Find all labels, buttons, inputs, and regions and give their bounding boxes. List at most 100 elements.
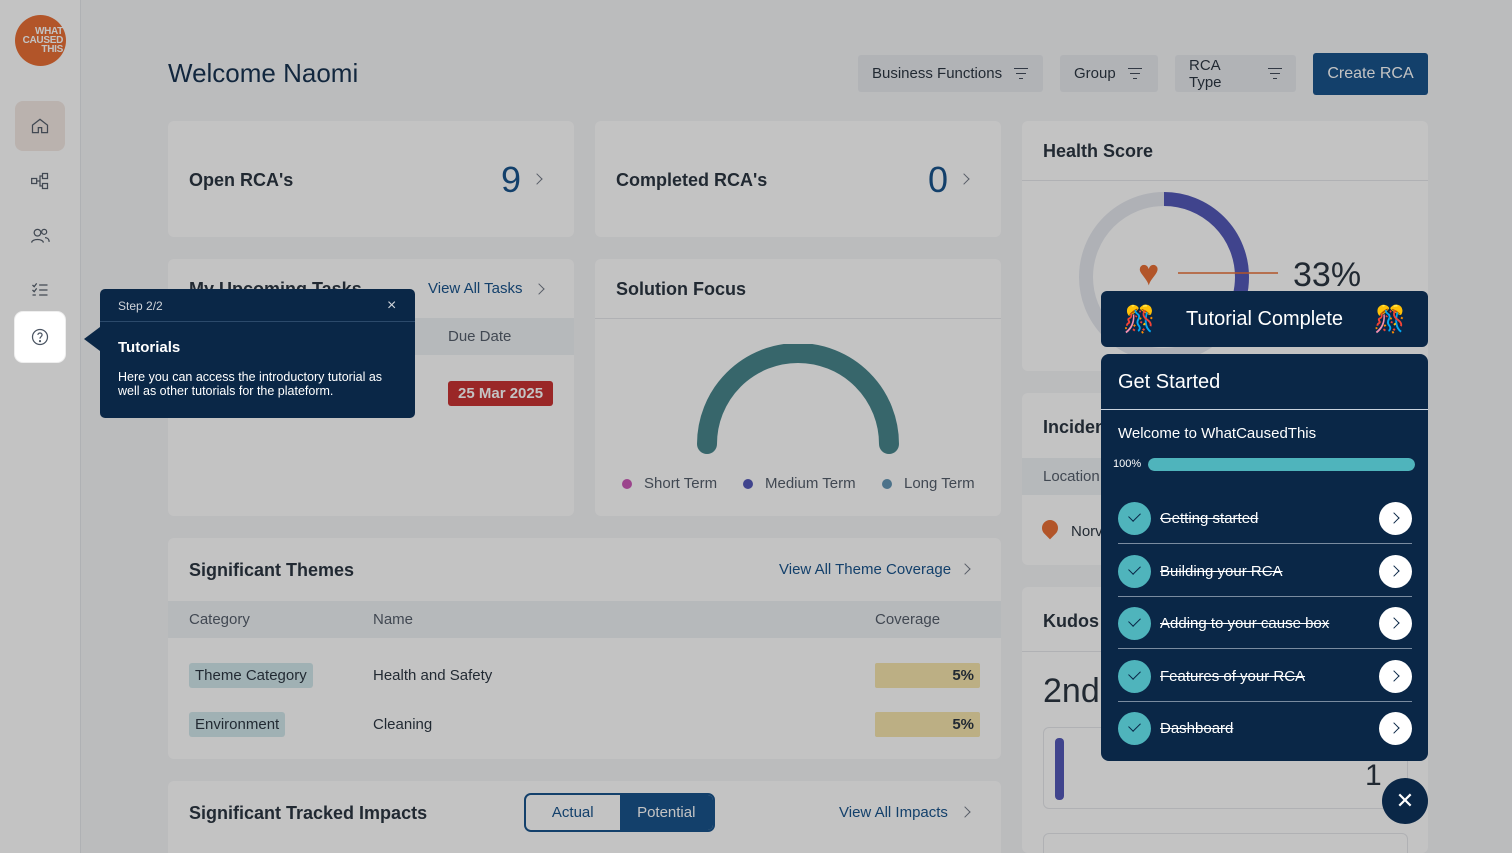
legend-medium-term: Medium Term (743, 475, 856, 492)
progress-bar (1148, 458, 1415, 471)
nav-workflow[interactable] (15, 156, 65, 206)
tooltip-title: Tutorials (118, 339, 181, 356)
create-rca-button[interactable]: Create RCA (1313, 53, 1428, 95)
get-started-panel: Get Started Welcome to WhatCausedThis 10… (1101, 354, 1428, 761)
category-chip: Theme Category (189, 663, 313, 688)
completed-rcas-card[interactable]: Completed RCA's 0 (595, 121, 1001, 237)
coverage-header: Coverage (875, 611, 941, 628)
help-icon (31, 328, 49, 346)
solution-focus-card: Solution Focus Short Term Medium Term Lo… (595, 259, 1001, 516)
themes-table-header: Category Name Coverage (168, 601, 1001, 638)
toggle-actual[interactable]: Actual (526, 795, 620, 830)
tooltip-step: Step 2/2 (118, 299, 163, 313)
name-header: Name (373, 611, 414, 628)
page-title: Welcome Naomi (168, 58, 359, 88)
sidebar: WHAT CAUSED THIS (0, 0, 81, 853)
panel-title: Get Started (1118, 371, 1221, 393)
filter-group[interactable]: Group (1060, 55, 1158, 92)
tutorial-complete-banner: 🎊 Tutorial Complete 🎊 (1101, 291, 1428, 347)
tutorial-item-label: Features of your RCA (1160, 667, 1306, 685)
close-icon[interactable]: × (387, 297, 397, 314)
tutorial-item[interactable]: Getting started (1118, 492, 1412, 544)
legend-long-term: Long Term (882, 475, 975, 492)
impacts-title: Significant Tracked Impacts (189, 803, 428, 823)
confetti-icon: 🎊 (1373, 303, 1406, 334)
location-header: Location (1043, 468, 1100, 485)
view-all-impacts-link[interactable]: View All Impacts (839, 804, 948, 821)
divider (1022, 180, 1428, 181)
solution-focus-gauge (697, 344, 899, 454)
tutorial-item-label: Adding to your cause box (1160, 615, 1330, 632)
chevron-right-icon[interactable] (1379, 554, 1412, 588)
themes-title: Significant Themes (189, 560, 355, 580)
chevron-right-icon[interactable] (1379, 659, 1412, 693)
check-icon (1118, 712, 1151, 745)
tutorial-item[interactable]: Features of your RCA (1118, 650, 1412, 702)
coverage-badge: 5% (875, 712, 980, 737)
completed-rcas-count: 0 (928, 159, 949, 200)
solution-focus-title: Solution Focus (616, 279, 746, 299)
theme-name: Health and Safety (373, 667, 493, 684)
welcome-text: Welcome to WhatCausedThis (1118, 425, 1317, 442)
legend-dot (743, 478, 753, 489)
tutorial-item[interactable]: Building your RCA (1118, 545, 1412, 597)
kudos-count: 1 (1365, 759, 1382, 792)
check-icon (1118, 607, 1151, 640)
filter-business-functions[interactable]: Business Functions (858, 55, 1043, 92)
close-tutorial-button[interactable]: ✕ (1382, 778, 1428, 824)
category-chip: Environment (189, 712, 286, 737)
tooltip-body: Here you can access the introductory tut… (118, 370, 383, 398)
legend-label: Short Term (644, 475, 718, 492)
toggle-potential[interactable]: Potential (619, 795, 713, 830)
filter-label: Group (1074, 65, 1116, 82)
kudos-bar (1055, 738, 1064, 800)
kudos-chart-secondary (1043, 833, 1408, 853)
confetti-icon: 🎊 (1123, 303, 1156, 334)
impacts-toggle: Actual Potential (524, 793, 715, 832)
app-logo[interactable]: WHAT CAUSED THIS (15, 15, 66, 66)
chevron-right-icon[interactable] (1379, 712, 1412, 745)
check-icon (1118, 554, 1151, 588)
heart-icon: ♥ (1138, 252, 1160, 293)
tutorial-item[interactable]: Adding to your cause box (1118, 597, 1412, 649)
home-icon (31, 118, 49, 134)
divider (595, 318, 1001, 319)
filter-icon (1127, 67, 1142, 80)
completed-rcas-label: Completed RCA's (616, 170, 768, 190)
tutorial-tooltip: Step 2/2 × Tutorials Here you can access… (84, 289, 415, 418)
progress-fill (1148, 458, 1415, 471)
nav-users[interactable] (15, 211, 65, 261)
legend-label: Medium Term (765, 475, 856, 492)
tutorial-item-label: Dashboard (1160, 720, 1234, 737)
location-cell: Norv (1071, 523, 1103, 540)
divider (100, 321, 415, 322)
significant-themes-card: Significant Themes View All Theme Covera… (168, 538, 1001, 759)
kudos-rank: 2nd (1043, 672, 1100, 710)
workflow-icon (31, 172, 49, 190)
view-all-theme-coverage-link[interactable]: View All Theme Coverage (779, 561, 952, 578)
filter-rca-type[interactable]: RCA Type (1175, 55, 1296, 92)
tutorial-item-label: Getting started (1160, 510, 1259, 527)
nav-checklist[interactable] (15, 265, 65, 315)
divider (1101, 409, 1428, 410)
open-rcas-card[interactable]: Open RCA's 9 (168, 121, 574, 237)
tutorial-item[interactable]: Dashboard (1118, 702, 1412, 754)
nav-home[interactable] (15, 101, 65, 151)
legend-dot (622, 478, 632, 489)
filter-icon (1268, 67, 1282, 80)
logo-text: WHAT CAUSED THIS (22, 26, 64, 55)
health-score-value: 33% (1293, 256, 1362, 294)
filter-icon (1014, 67, 1029, 80)
incidents-title: Inciden (1043, 417, 1107, 437)
chevron-right-icon[interactable] (1379, 607, 1412, 640)
banner-title: Tutorial Complete (1185, 307, 1344, 330)
coverage-badge: 5% (875, 663, 980, 688)
chevron-right-icon[interactable] (1379, 502, 1412, 535)
check-icon (1118, 659, 1151, 693)
view-all-tasks-link[interactable]: View All Tasks (428, 280, 523, 297)
nav-help[interactable] (15, 312, 65, 362)
due-date-header: Due Date (448, 328, 512, 345)
open-rcas-count: 9 (501, 159, 522, 200)
legend-short-term: Short Term (622, 475, 717, 492)
due-date-badge: 25 Mar 2025 (448, 381, 554, 406)
